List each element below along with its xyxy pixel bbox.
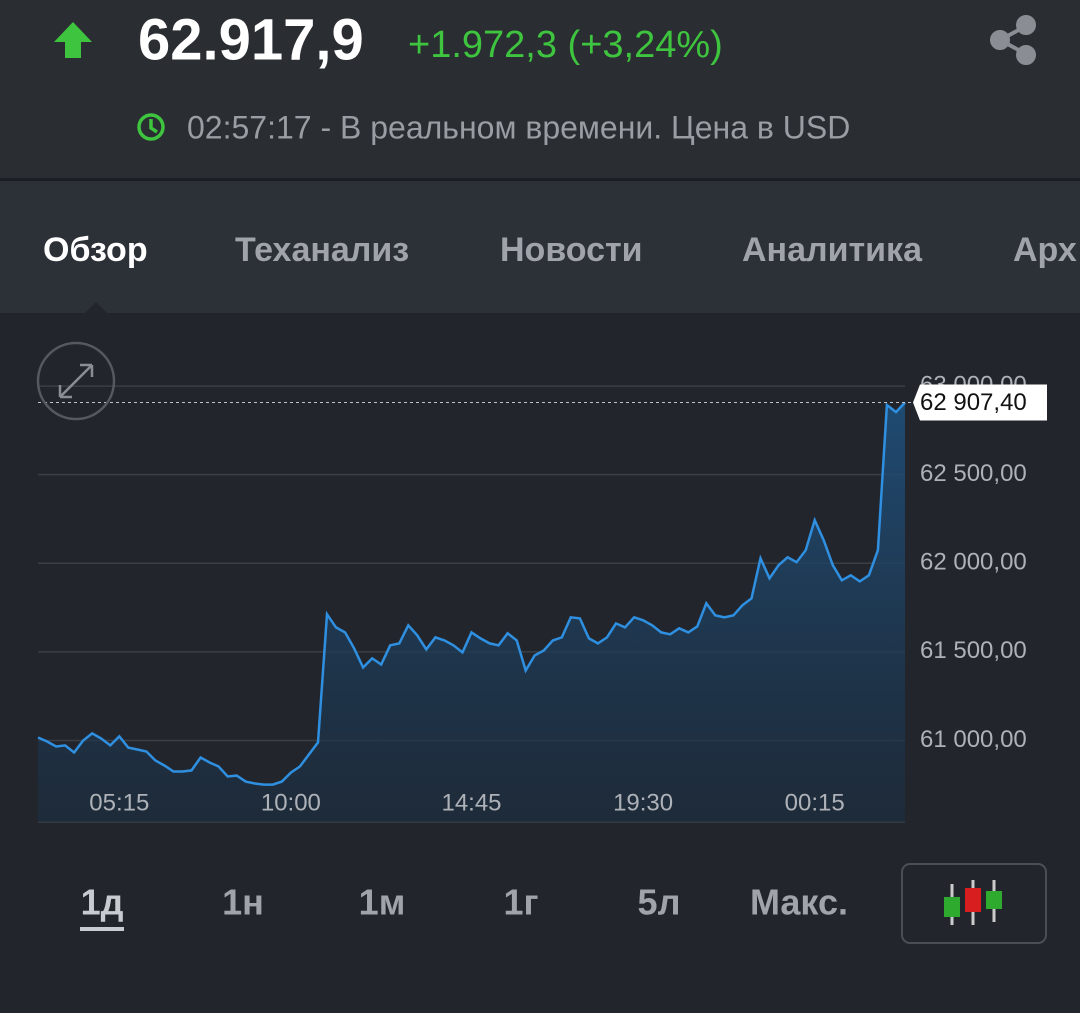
tab[interactable]: Новости	[500, 231, 643, 269]
candle-toggle[interactable]	[901, 863, 1047, 944]
period-button[interactable]: 1г	[503, 882, 538, 923]
period-button[interactable]: Макс.	[750, 882, 848, 923]
x-tick-label: 14:45	[441, 789, 501, 816]
tabs-bg	[0, 181, 1080, 313]
y-tick-label: 62 500,00	[920, 460, 1027, 487]
price-change: +1.972,3 (+3,24%)	[408, 24, 723, 66]
y-tick-label: 61 000,00	[920, 726, 1027, 753]
period-button[interactable]: 1д	[81, 882, 124, 923]
last-price-label: 62 907,40	[920, 389, 1027, 416]
x-tick-label: 00:15	[785, 789, 845, 816]
last-price-box	[913, 384, 1047, 421]
time-note: 02:57:17 - В реальном времени. Цена в US…	[187, 109, 850, 145]
divider	[0, 178, 1080, 181]
tab[interactable]: Обзор	[43, 231, 148, 269]
tab[interactable]: Аналитика	[742, 231, 923, 269]
y-tick-label: 62 000,00	[920, 549, 1027, 576]
tab[interactable]: Теханализ	[235, 231, 409, 269]
price: 62.917,9	[138, 7, 364, 72]
clock-icon	[137, 113, 165, 141]
tab-indicator	[85, 302, 107, 313]
x-tick-label: 19:30	[613, 789, 673, 816]
period-button[interactable]: 1м	[359, 882, 406, 923]
period-underline	[80, 927, 124, 931]
expand-button[interactable]	[36, 341, 116, 421]
price-line	[37, 401, 906, 786]
period-button[interactable]: 1н	[222, 882, 264, 923]
y-tick-label: 61 500,00	[920, 637, 1027, 664]
x-tick-label: 10:00	[261, 789, 321, 816]
up-arrow	[54, 22, 92, 58]
area-fill	[38, 402, 905, 822]
x-tick-label: 05:15	[89, 789, 149, 816]
tab[interactable]: Арх	[1013, 231, 1077, 269]
period-button[interactable]: 5л	[638, 882, 681, 923]
header-bg	[0, 0, 1080, 180]
share-button[interactable]	[990, 15, 1036, 65]
